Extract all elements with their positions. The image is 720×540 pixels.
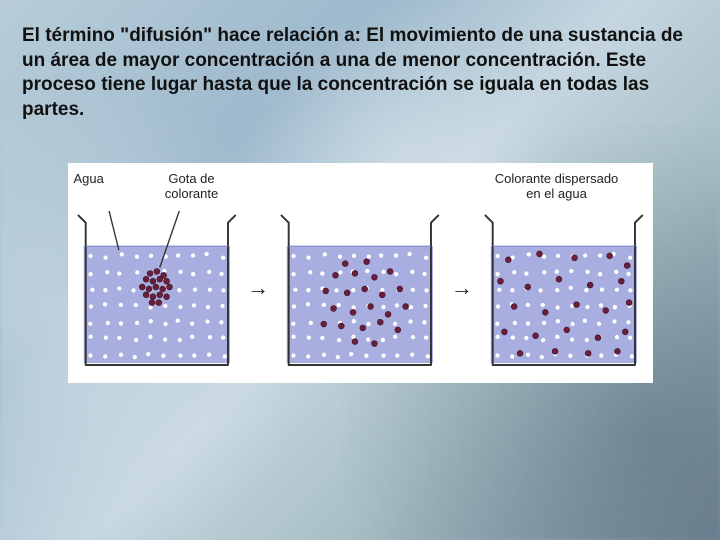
arrow-icon: →	[245, 277, 271, 299]
beaker-stage-2	[277, 203, 443, 373]
label-agua: Agua	[74, 171, 122, 201]
diffusion-diagram: Agua Gota de colorante Colorante dispers…	[68, 163, 653, 383]
diagram-labels-row: Agua Gota de colorante Colorante dispers…	[74, 171, 647, 201]
beaker-stage-3	[481, 203, 647, 373]
arrow-icon: →	[449, 277, 475, 299]
description-text: El término "difusión" hace relación a: E…	[22, 24, 698, 123]
beaker-stage-1	[74, 203, 240, 373]
label-gota: Gota de colorante	[122, 171, 262, 201]
label-dispersado: Colorante dispersado en el agua	[467, 171, 647, 201]
